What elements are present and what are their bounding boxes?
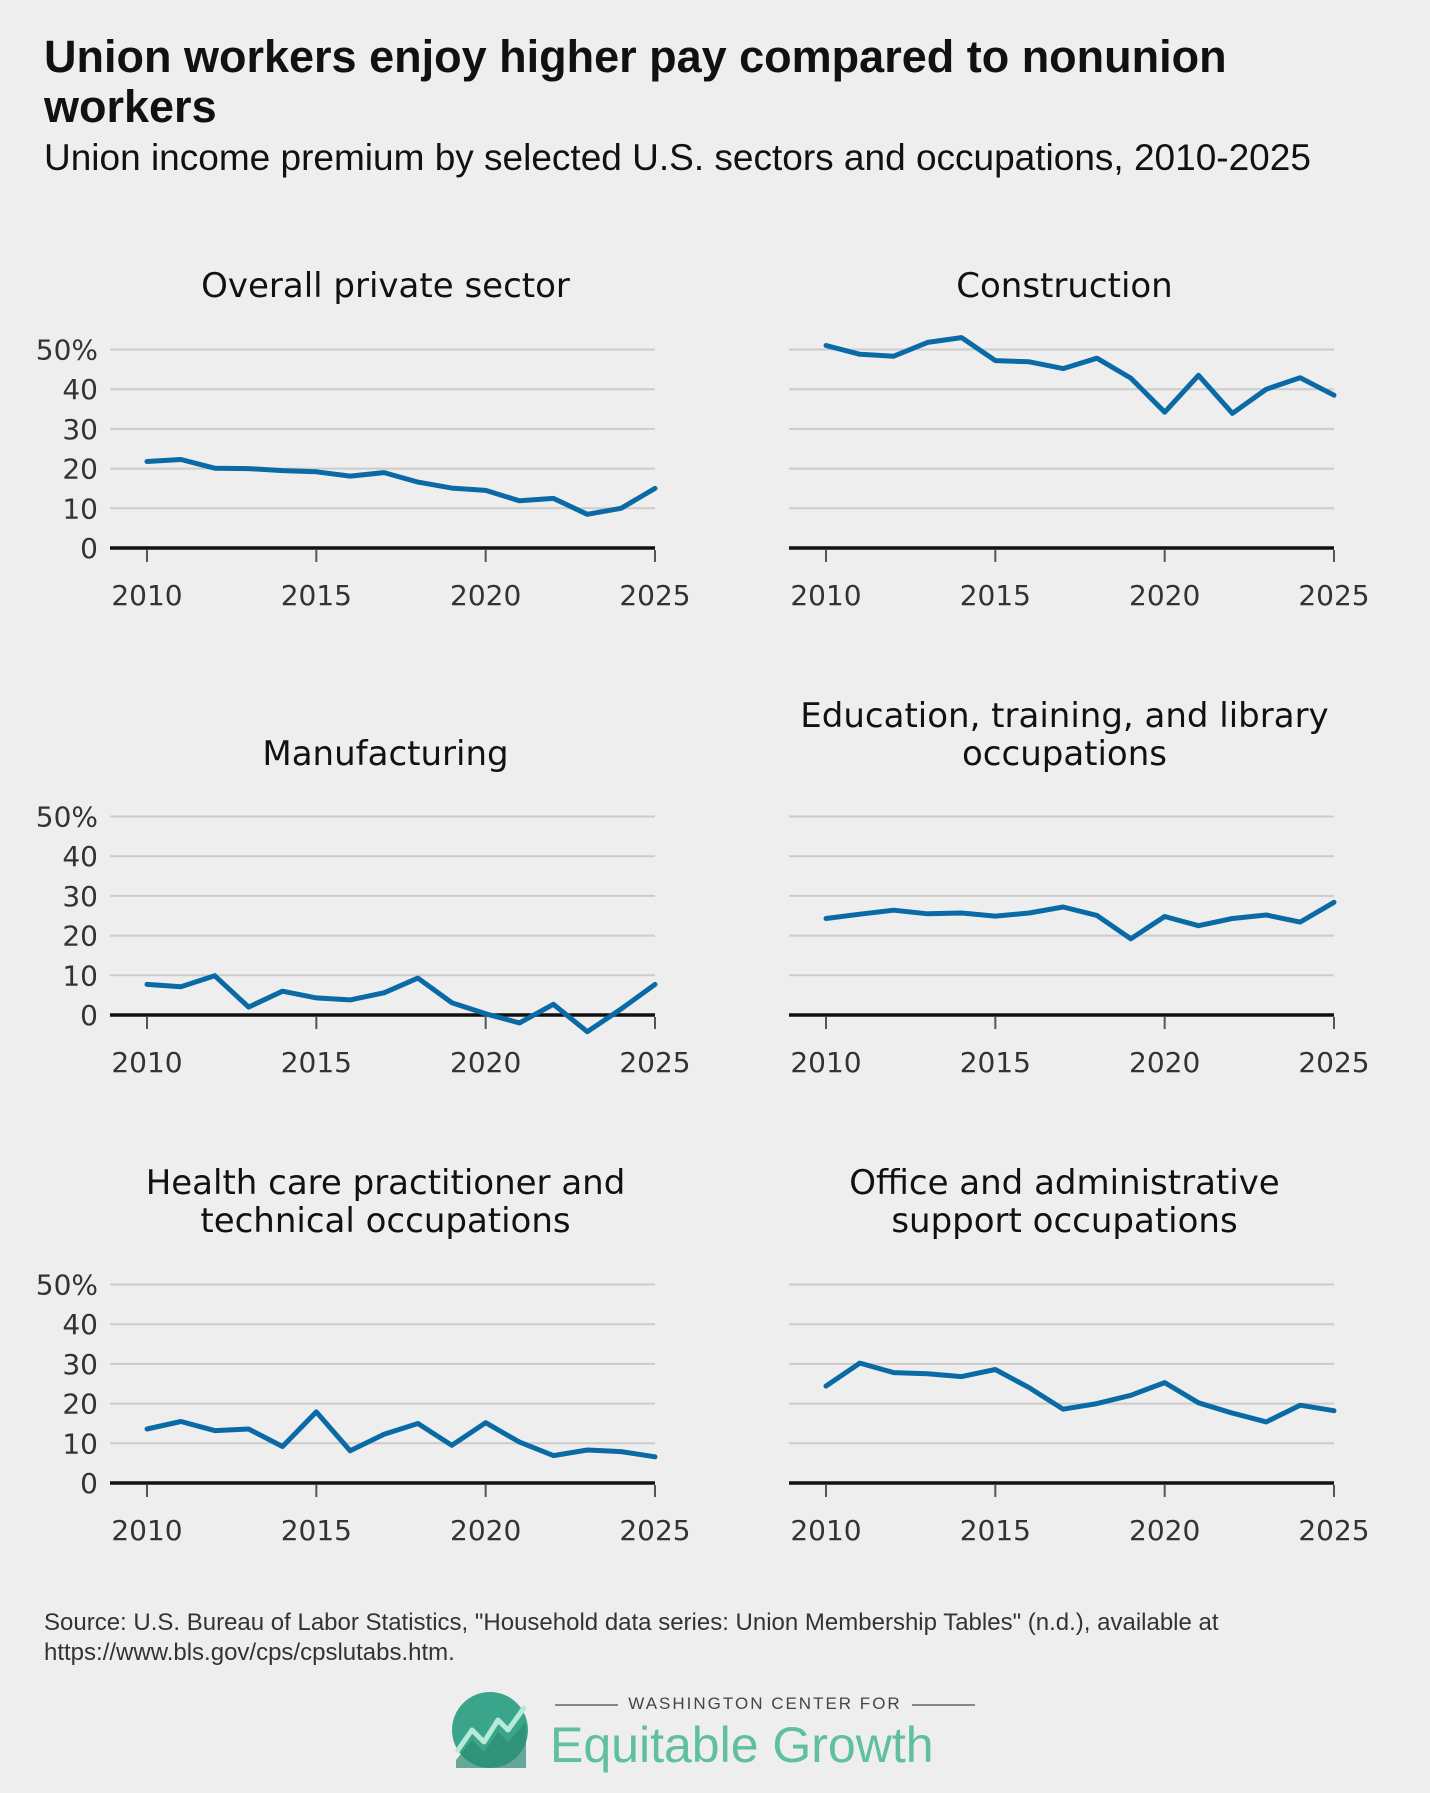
panel-title: technical occupations xyxy=(200,1201,570,1241)
y-tick-label: 20 xyxy=(62,453,98,486)
y-tick-label: 50% xyxy=(36,1269,98,1302)
panel-title: Office and administrative xyxy=(849,1163,1279,1203)
y-tick-label: 10 xyxy=(62,959,98,992)
x-tick-label: 2025 xyxy=(619,1514,690,1547)
source-note: Source: U.S. Bureau of Labor Statistics,… xyxy=(44,1609,1219,1666)
x-tick-label: 2025 xyxy=(619,579,690,612)
x-tick-label: 2015 xyxy=(281,1046,352,1079)
series-line xyxy=(144,1409,658,1460)
series-line xyxy=(823,899,1337,942)
x-tick-label: 2025 xyxy=(1298,1046,1369,1079)
x-tick-label: 2025 xyxy=(619,1046,690,1079)
x-tick-label: 2010 xyxy=(111,1046,182,1079)
panel-title: Education, training, and library xyxy=(800,696,1328,736)
y-tick-label: 30 xyxy=(62,413,98,446)
y-tick-label: 30 xyxy=(62,1348,98,1381)
x-tick-label: 2010 xyxy=(790,1514,861,1547)
y-tick-label: 50% xyxy=(36,334,98,367)
y-tick-label: 40 xyxy=(62,373,98,406)
logo-org-text: WASHINGTON CENTER FOR xyxy=(555,1694,975,1714)
logo-name-text: Equitable Growth xyxy=(550,1717,934,1773)
x-tick-label: 2010 xyxy=(111,1514,182,1547)
x-tick-label: 2020 xyxy=(1129,579,1200,612)
panel-title: Construction xyxy=(956,266,1172,306)
panel-4: Education, training, and libraryoccupati… xyxy=(789,696,1370,1079)
y-tick-label: 30 xyxy=(62,880,98,913)
x-tick-label: 2020 xyxy=(450,1514,521,1547)
y-tick-label: 0 xyxy=(80,1467,98,1500)
y-tick-label: 20 xyxy=(62,920,98,953)
series-line xyxy=(144,457,658,517)
x-tick-label: 2015 xyxy=(281,579,352,612)
chart-subtitle: Union income premium by selected U.S. se… xyxy=(44,137,1311,178)
x-tick-label: 2020 xyxy=(1129,1046,1200,1079)
panel-title: Overall private sector xyxy=(201,266,570,306)
x-tick-label: 2020 xyxy=(450,579,521,612)
x-tick-label: 2015 xyxy=(960,579,1031,612)
x-tick-label: 2025 xyxy=(1298,1514,1369,1547)
y-tick-label: 10 xyxy=(62,1427,98,1460)
x-tick-label: 2020 xyxy=(1129,1514,1200,1547)
y-tick-label: 0 xyxy=(80,532,98,565)
panel-2: Construction 2010 2015 2020 2025 xyxy=(789,266,1370,612)
x-tick-label: 2010 xyxy=(790,579,861,612)
x-tick-label: 2015 xyxy=(281,1514,352,1547)
panel-title: occupations xyxy=(962,734,1167,774)
y-tick-label: 0 xyxy=(80,999,98,1032)
panel-title: support occupations xyxy=(891,1201,1237,1241)
y-tick-label: 40 xyxy=(62,840,98,873)
x-tick-label: 2015 xyxy=(960,1046,1031,1079)
series-line xyxy=(823,1360,1337,1425)
x-tick-label: 2025 xyxy=(1298,579,1369,612)
y-tick-label: 50% xyxy=(36,801,98,834)
series-line xyxy=(823,335,1337,416)
y-tick-label: 10 xyxy=(62,492,98,525)
y-tick-label: 20 xyxy=(62,1388,98,1421)
chart-title: Union workers enjoy higher pay compared … xyxy=(44,31,1227,132)
x-tick-label: 2015 xyxy=(960,1514,1031,1547)
x-tick-label: 2010 xyxy=(111,579,182,612)
x-tick-label: 2020 xyxy=(450,1046,521,1079)
y-tick-label: 40 xyxy=(62,1308,98,1341)
panel-title: Manufacturing xyxy=(262,734,508,774)
x-tick-label: 2010 xyxy=(790,1046,861,1079)
growth-chart-icon xyxy=(452,1692,528,1768)
series-line xyxy=(144,973,658,1035)
panel-title: Health care practitioner and xyxy=(146,1163,626,1203)
equitable-growth-logo: WASHINGTON CENTER FOR Equitable Growth xyxy=(450,1690,1010,1785)
